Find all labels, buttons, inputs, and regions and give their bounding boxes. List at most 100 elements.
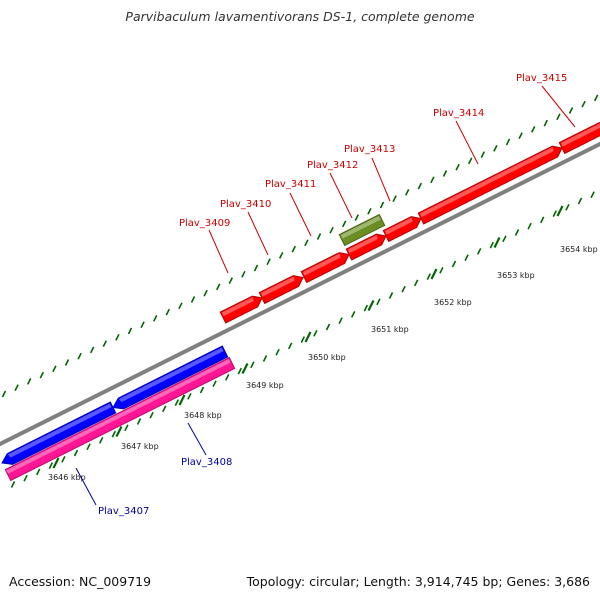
tick-mark	[514, 229, 520, 236]
tick-mark	[426, 273, 432, 280]
major-tick-mark	[493, 237, 501, 248]
tick-mark	[52, 365, 57, 373]
major-tick-mark	[241, 363, 249, 374]
callout-leader-line	[329, 172, 353, 219]
tick-mark	[215, 283, 221, 291]
gene-arrow-body	[382, 216, 422, 243]
gene-label: Plav_3412	[307, 160, 358, 171]
tick-mark	[178, 302, 183, 310]
tick-mark	[300, 336, 306, 343]
tick-mark	[61, 455, 66, 463]
gene-callout: Plav_3414	[433, 108, 484, 165]
callout-leader-line	[75, 467, 97, 506]
gene-arrow	[345, 233, 387, 261]
tick-mark	[467, 157, 473, 165]
tick-mark	[161, 405, 167, 413]
tick-mark	[304, 239, 309, 247]
tick-mark	[77, 352, 82, 360]
tick-mark	[73, 449, 79, 457]
gene-arrow	[4, 356, 236, 482]
tick-mark	[212, 380, 217, 388]
tick-mark	[502, 235, 507, 243]
tick-mark	[439, 266, 444, 274]
genome-backbone	[0, 141, 600, 447]
tick-mark	[228, 277, 234, 284]
tick-mark	[165, 308, 171, 316]
gene-label: Plav_3409	[179, 218, 230, 229]
tick-mark	[565, 203, 570, 211]
tick-mark	[552, 210, 558, 217]
backbone-line	[0, 141, 600, 447]
scale-label: 3650 kbp	[308, 353, 346, 362]
gene-arrow-highlight	[221, 297, 254, 317]
tick-mark	[354, 214, 360, 221]
major-tick-mark	[115, 426, 123, 437]
genome-summary-text: Topology: circular; Length: 3,914,745 bp…	[246, 574, 590, 589]
major-tick-mark	[367, 300, 375, 311]
major-tick-mark	[304, 331, 312, 343]
tick-mark	[518, 132, 523, 140]
tick-mark	[266, 258, 271, 266]
tick-mark	[493, 144, 498, 152]
upper-tick-track	[1, 94, 599, 398]
tick-mark	[275, 348, 280, 356]
major-tick-mark	[52, 457, 60, 469]
scale-label: 3649 kbp	[246, 381, 284, 390]
tick-mark	[149, 411, 154, 419]
tick-mark	[581, 100, 586, 108]
tick-mark	[199, 386, 205, 394]
tick-mark	[451, 260, 457, 268]
gene-label: Plav_3408	[181, 457, 232, 468]
gene-callout: Plav_3407	[75, 467, 149, 517]
gene-arrow	[417, 145, 563, 225]
tick-mark	[316, 233, 322, 240]
tick-mark	[341, 220, 347, 228]
gene-label: Plav_3414	[433, 108, 484, 119]
tick-mark	[224, 374, 230, 381]
callout-leader-line	[247, 211, 269, 256]
tick-mark	[590, 191, 595, 199]
gene-arrow	[112, 345, 229, 410]
gene-label: Plav_3411	[265, 179, 316, 190]
tick-mark	[241, 270, 246, 278]
major-tick-mark	[178, 394, 186, 406]
gene-label: Plav_3413	[344, 144, 395, 155]
tick-mark	[313, 329, 318, 337]
gene-callout: Plav_3409	[179, 218, 230, 274]
gene-arrow-highlight	[118, 347, 224, 403]
tick-mark	[430, 176, 435, 184]
tick-mark	[152, 315, 158, 322]
major-tick-mark	[430, 268, 438, 280]
tick-mark	[127, 327, 133, 335]
tick-mark	[455, 163, 460, 171]
gene-callout: Plav_3415	[516, 73, 576, 128]
tick-mark	[329, 226, 334, 234]
gene-label: Plav_3415	[516, 73, 567, 84]
tick-mark	[287, 342, 293, 350]
tick-mark	[10, 481, 16, 488]
scale-labels: 3646 kbp 3647 kbp 3648 kbp 3649 kbp 3650 kbp…	[48, 245, 598, 482]
tick-mark	[89, 346, 95, 354]
tick-mark	[250, 361, 255, 369]
gene-callout: Plav_3410	[220, 199, 271, 256]
gene-callout: Plav_3413	[344, 144, 395, 202]
tick-mark	[39, 371, 45, 379]
tick-mark	[539, 216, 545, 224]
callout-leader-line	[187, 422, 207, 456]
gene-arrow-body	[258, 275, 304, 305]
tick-mark	[203, 289, 208, 297]
gene-arrow-body	[417, 145, 563, 225]
tick-mark	[124, 424, 129, 432]
tick-mark	[392, 195, 397, 203]
gene-arrow	[258, 275, 304, 305]
scale-label: 3647 kbp	[121, 442, 159, 451]
scale-label: 3654 kbp	[560, 245, 598, 254]
gene-callout: Plav_3412	[307, 160, 358, 219]
gene-arrow-highlight	[384, 217, 413, 235]
tick-mark	[442, 170, 448, 177]
tick-mark	[379, 201, 385, 209]
tick-mark	[350, 311, 356, 318]
tick-mark	[593, 94, 599, 102]
scale-label: 3653 kbp	[497, 271, 535, 280]
